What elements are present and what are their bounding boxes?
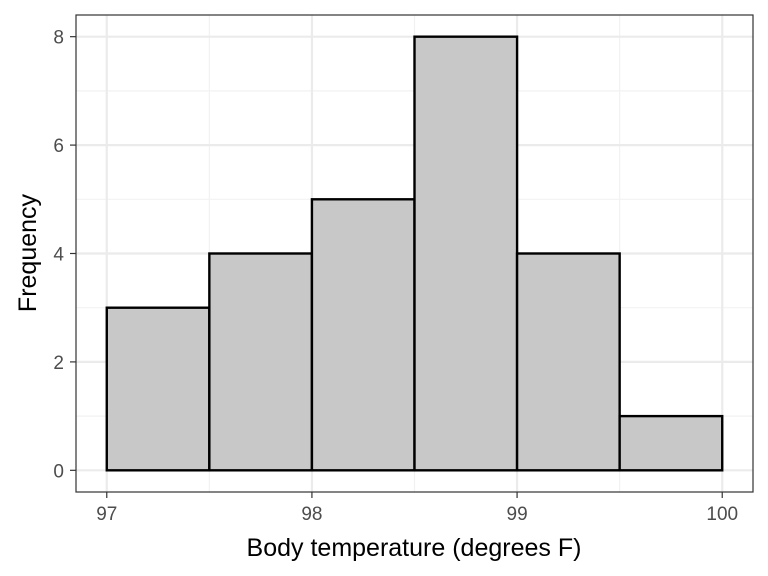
x-tick-label: 98 — [301, 504, 322, 525]
y-tick-label: 6 — [53, 136, 64, 157]
histogram-bar — [515, 252, 621, 472]
histogram-bar — [105, 306, 211, 472]
x-axis-ticks: 97 98 99 100 — [96, 492, 738, 525]
histogram-bar — [618, 414, 724, 472]
histogram-bars — [105, 35, 724, 472]
histogram-bar — [310, 198, 416, 472]
y-tick-label: 2 — [53, 353, 64, 374]
histogram-bar — [413, 35, 519, 472]
x-axis-title: Body temperature (degrees F) — [247, 534, 582, 562]
x-tick-label: 99 — [507, 504, 528, 525]
y-tick-label: 8 — [53, 28, 64, 49]
y-axis-title: Frequency — [14, 193, 42, 312]
y-axis-ticks: 0 2 4 6 8 — [53, 28, 76, 482]
histogram-bar — [208, 252, 314, 472]
x-tick-label: 97 — [96, 504, 117, 525]
y-tick-label: 0 — [53, 461, 64, 482]
y-tick-label: 4 — [53, 245, 64, 266]
x-tick-label: 100 — [706, 504, 738, 525]
